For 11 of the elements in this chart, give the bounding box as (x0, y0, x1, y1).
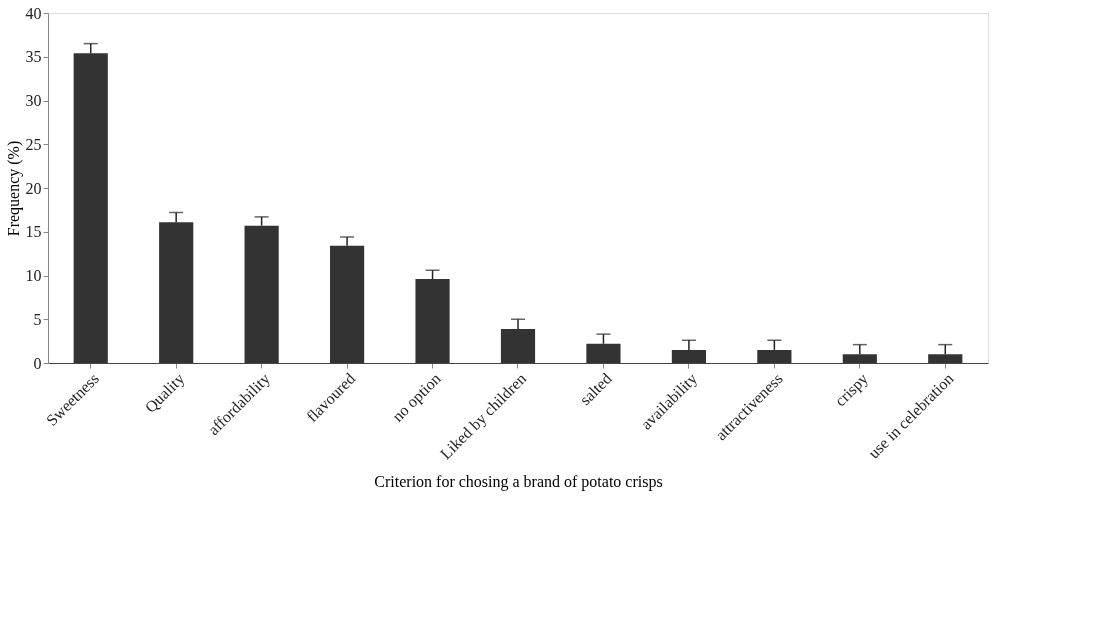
y-tick-label: 30 (25, 92, 42, 109)
y-tick-label: 5 (33, 310, 42, 328)
y-tick-label: 10 (25, 267, 42, 284)
y-tick-label: 40 (25, 4, 42, 22)
y-tick-label: 35 (25, 48, 42, 66)
y-tick-label: 0 (33, 354, 42, 372)
y-tick-label: 15 (25, 223, 42, 241)
y-tick-label: 20 (25, 179, 42, 197)
y-axis-title: Frequency (%) (4, 140, 23, 237)
y-tick-label: 25 (25, 135, 42, 153)
x-axis-title: Criterion for chosing a brand of potato crisps (374, 473, 663, 492)
